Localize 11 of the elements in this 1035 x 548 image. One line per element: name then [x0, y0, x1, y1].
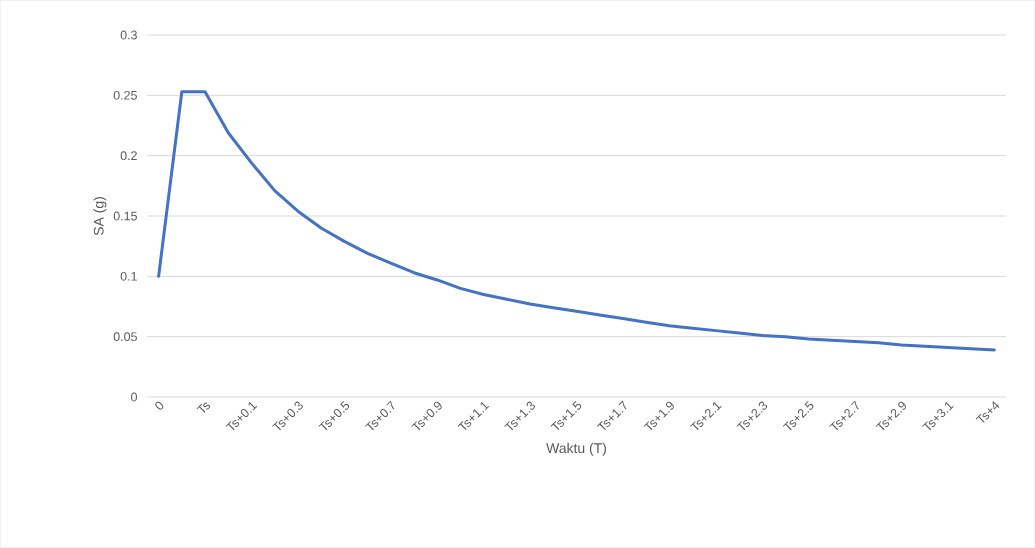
x-tick-label: Ts [196, 402, 211, 413]
y-tick-label: 0.1 [120, 271, 137, 281]
y-tick-label: 0.05 [113, 332, 137, 342]
y-tick-label: 0.3 [120, 30, 137, 40]
y-tick-label: 0.15 [113, 211, 137, 221]
y-tick-label: 0 [131, 392, 137, 402]
x-tick-label: 0 [155, 401, 164, 410]
y-axis-title: SA (g) [93, 197, 107, 236]
x-axis-title: Waktu (T) [546, 442, 606, 456]
y-tick-label: 0.25 [113, 90, 137, 100]
y-tick-label: 0.2 [120, 151, 137, 161]
